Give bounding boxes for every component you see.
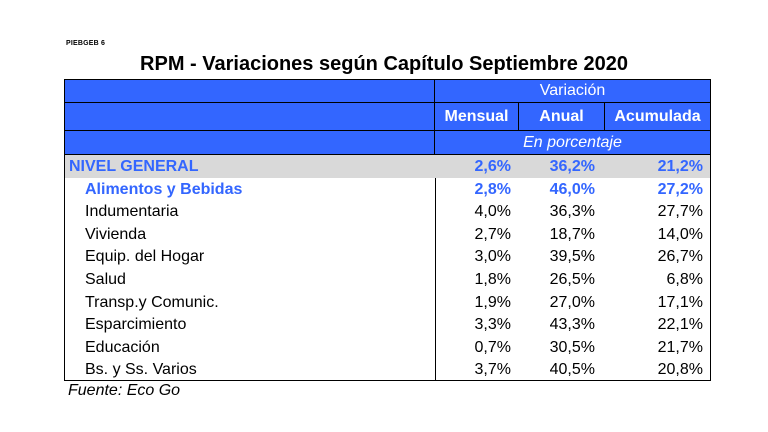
value-anual: 36,2% xyxy=(549,158,595,175)
group-header-variacion: Variación xyxy=(539,82,606,99)
page-title: RPM - Variaciones según Capítulo Septiem… xyxy=(140,53,628,75)
value-anual: 43,3% xyxy=(549,316,595,334)
value-mensual: 2,6% xyxy=(474,158,511,175)
value-acumulada: 6,8% xyxy=(666,271,703,288)
row-label: Bs. y Ss. Varios xyxy=(85,361,197,379)
value-mensual: 2,8% xyxy=(474,180,511,198)
row-label: Salud xyxy=(85,271,126,288)
table-row: Alimentos y Bebidas 2,8% 46,0% 27,2% xyxy=(65,178,710,201)
header-row-unit: En porcentaje xyxy=(64,131,711,155)
document-code: PIEBGEB 6 xyxy=(66,40,106,47)
table-row: Transp.y Comunic. 1,9% 27,0% 17,1% xyxy=(65,291,710,314)
unit-note: En porcentaje xyxy=(523,133,622,151)
value-anual: 46,0% xyxy=(549,180,595,198)
value-anual: 36,3% xyxy=(549,203,595,221)
value-mensual: 3,3% xyxy=(474,316,511,334)
value-acumulada: 21,2% xyxy=(657,158,703,175)
table-row: Vivienda 2,7% 18,7% 14,0% xyxy=(65,223,710,246)
header-row-columns: Mensual Anual Acumulada xyxy=(64,103,711,131)
value-anual: 30,5% xyxy=(549,338,595,356)
value-mensual: 3,7% xyxy=(474,361,511,379)
value-acumulada: 27,2% xyxy=(657,180,703,198)
value-mensual: 3,0% xyxy=(474,248,511,266)
value-anual: 27,0% xyxy=(549,293,595,311)
value-acumulada: 14,0% xyxy=(657,225,703,243)
row-label: Esparcimiento xyxy=(85,316,187,334)
row-label: Equip. del Hogar xyxy=(85,248,205,266)
source-note: Fuente: Eco Go xyxy=(68,382,181,399)
value-acumulada: 20,8% xyxy=(657,361,703,379)
row-label: Transp.y Comunic. xyxy=(85,293,219,311)
value-acumulada: 22,1% xyxy=(657,316,703,334)
column-header-anual: Anual xyxy=(539,107,584,125)
value-mensual: 2,7% xyxy=(474,225,511,243)
row-label: Alimentos y Bebidas xyxy=(85,180,243,198)
table-row: Indumentaria 4,0% 36,3% 27,7% xyxy=(65,200,710,223)
table-row: Bs. y Ss. Varios 3,7% 40,5% 20,8% xyxy=(65,358,710,381)
row-label: Indumentaria xyxy=(85,203,179,221)
value-anual: 39,5% xyxy=(549,248,595,266)
value-anual: 26,5% xyxy=(549,271,595,288)
table-row: Salud 1,8% 26,5% 6,8% xyxy=(65,268,710,291)
value-anual: 40,5% xyxy=(549,361,595,379)
table-body: NIVEL GENERAL 2,6% 36,2% 21,2% Alimentos y B… xyxy=(64,155,711,381)
table-row: Educación 0,7% 30,5% 21,7% xyxy=(65,336,710,359)
value-mensual: 1,9% xyxy=(474,293,511,311)
value-acumulada: 21,7% xyxy=(657,338,703,356)
value-mensual: 0,7% xyxy=(474,338,511,356)
row-label: Vivienda xyxy=(85,225,147,243)
value-mensual: 4,0% xyxy=(474,203,511,221)
value-mensual: 1,8% xyxy=(474,271,511,288)
value-acumulada: 26,7% xyxy=(657,248,703,266)
table-row: NIVEL GENERAL 2,6% 36,2% 21,2% xyxy=(65,155,710,178)
column-header-acumulada: Acumulada xyxy=(614,107,701,125)
value-anual: 18,7% xyxy=(549,225,595,243)
header-row-variacion: Variación xyxy=(64,79,711,103)
table-row: Esparcimiento 3,3% 43,3% 22,1% xyxy=(65,313,710,336)
value-acumulada: 27,7% xyxy=(657,203,703,221)
table-row: Equip. del Hogar 3,0% 39,5% 26,7% xyxy=(65,245,710,268)
column-header-mensual: Mensual xyxy=(444,107,509,125)
value-acumulada: 17,1% xyxy=(657,293,703,311)
row-label: NIVEL GENERAL xyxy=(69,158,199,175)
row-label: Educación xyxy=(85,338,160,356)
